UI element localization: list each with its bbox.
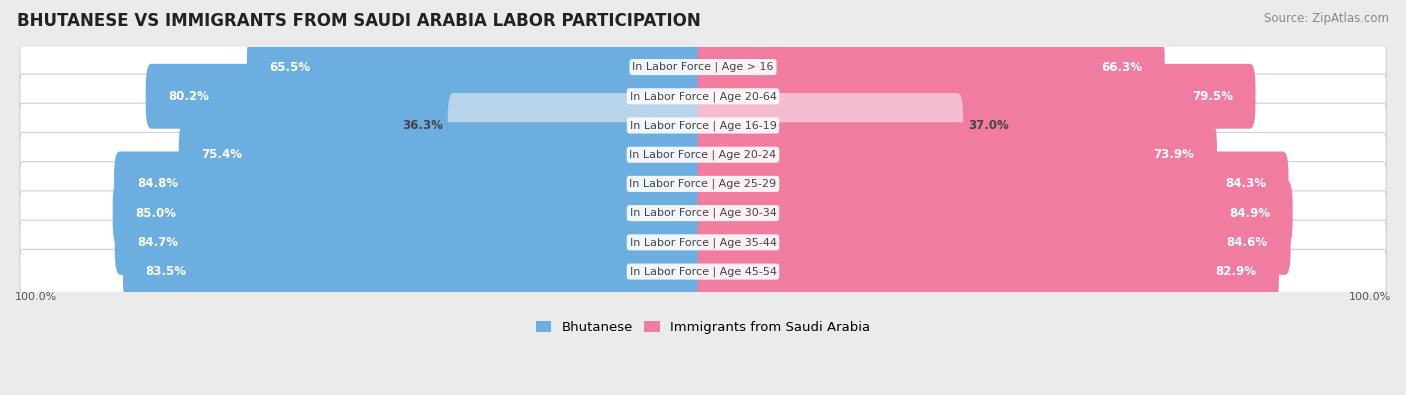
Text: In Labor Force | Age 45-54: In Labor Force | Age 45-54 (630, 266, 776, 277)
Text: 36.3%: 36.3% (402, 119, 443, 132)
Text: 84.9%: 84.9% (1229, 207, 1270, 220)
Text: 84.7%: 84.7% (138, 236, 179, 249)
Text: 100.0%: 100.0% (15, 292, 58, 302)
FancyBboxPatch shape (697, 181, 1292, 246)
Text: In Labor Force | Age 25-29: In Labor Force | Age 25-29 (630, 179, 776, 189)
FancyBboxPatch shape (122, 239, 709, 304)
Text: In Labor Force | Age > 16: In Labor Force | Age > 16 (633, 62, 773, 72)
FancyBboxPatch shape (697, 210, 1291, 275)
Legend: Bhutanese, Immigrants from Saudi Arabia: Bhutanese, Immigrants from Saudi Arabia (530, 316, 876, 339)
Text: 84.3%: 84.3% (1225, 177, 1265, 190)
Text: 100.0%: 100.0% (1348, 292, 1391, 302)
FancyBboxPatch shape (20, 249, 1386, 294)
FancyBboxPatch shape (697, 64, 1256, 129)
FancyBboxPatch shape (697, 93, 963, 158)
Text: 65.5%: 65.5% (270, 60, 311, 73)
FancyBboxPatch shape (179, 122, 709, 187)
FancyBboxPatch shape (697, 35, 1164, 100)
FancyBboxPatch shape (247, 35, 709, 100)
Text: 37.0%: 37.0% (967, 119, 1008, 132)
FancyBboxPatch shape (447, 93, 709, 158)
FancyBboxPatch shape (115, 210, 709, 275)
FancyBboxPatch shape (20, 132, 1386, 177)
Text: 82.9%: 82.9% (1215, 265, 1256, 278)
Text: Source: ZipAtlas.com: Source: ZipAtlas.com (1264, 12, 1389, 25)
FancyBboxPatch shape (697, 122, 1218, 187)
FancyBboxPatch shape (114, 152, 709, 216)
FancyBboxPatch shape (20, 45, 1386, 89)
FancyBboxPatch shape (146, 64, 709, 129)
Text: 75.4%: 75.4% (201, 148, 242, 161)
Text: 84.8%: 84.8% (136, 177, 179, 190)
Text: In Labor Force | Age 20-64: In Labor Force | Age 20-64 (630, 91, 776, 102)
Text: 83.5%: 83.5% (146, 265, 187, 278)
Text: In Labor Force | Age 16-19: In Labor Force | Age 16-19 (630, 120, 776, 131)
Text: 79.5%: 79.5% (1192, 90, 1233, 103)
FancyBboxPatch shape (20, 191, 1386, 235)
FancyBboxPatch shape (20, 220, 1386, 265)
Text: In Labor Force | Age 30-34: In Labor Force | Age 30-34 (630, 208, 776, 218)
Text: 73.9%: 73.9% (1153, 148, 1194, 161)
Text: In Labor Force | Age 20-24: In Labor Force | Age 20-24 (630, 149, 776, 160)
FancyBboxPatch shape (697, 239, 1279, 304)
FancyBboxPatch shape (697, 152, 1288, 216)
FancyBboxPatch shape (20, 74, 1386, 118)
Text: 66.3%: 66.3% (1101, 60, 1142, 73)
Text: 84.6%: 84.6% (1226, 236, 1268, 249)
FancyBboxPatch shape (112, 181, 709, 246)
Text: 85.0%: 85.0% (135, 207, 176, 220)
Text: 80.2%: 80.2% (169, 90, 209, 103)
Text: In Labor Force | Age 35-44: In Labor Force | Age 35-44 (630, 237, 776, 248)
Text: BHUTANESE VS IMMIGRANTS FROM SAUDI ARABIA LABOR PARTICIPATION: BHUTANESE VS IMMIGRANTS FROM SAUDI ARABI… (17, 12, 700, 30)
FancyBboxPatch shape (20, 162, 1386, 206)
FancyBboxPatch shape (20, 103, 1386, 148)
